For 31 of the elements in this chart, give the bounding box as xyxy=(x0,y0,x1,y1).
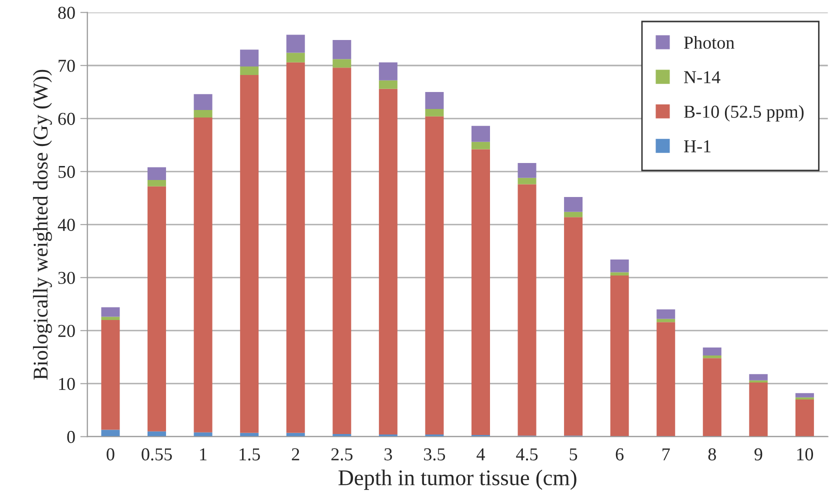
x-tick-label: 8 xyxy=(708,448,716,460)
x-tick-label: 5 xyxy=(570,448,578,460)
x-tick-label: 4 xyxy=(476,448,485,460)
y-tick-label: 60 xyxy=(58,112,75,125)
x-tick-label: 2.5 xyxy=(331,448,352,461)
y-tick-label: 20 xyxy=(58,324,75,338)
x-tick-label: 0 xyxy=(106,448,114,460)
x-tick-label: 2 xyxy=(292,448,300,460)
legend-label: Photon xyxy=(684,36,734,49)
x-tick-label: 7 xyxy=(662,448,670,460)
y-tick-label: 0 xyxy=(67,430,75,444)
legend-label: H-1 xyxy=(684,140,711,152)
x-tick-label: 6 xyxy=(616,448,624,460)
x-tick-label: 1 xyxy=(200,448,206,460)
x-tick-label: 10 xyxy=(797,448,814,460)
legend-label: B-10 (52.5 ppm) xyxy=(684,105,804,122)
y-tick-label: 40 xyxy=(58,218,75,231)
x-tick-label: 4.5 xyxy=(516,448,538,461)
x-tick-label: 3.5 xyxy=(424,448,446,461)
y-tick-label: 70 xyxy=(58,60,75,72)
legend-label: N-14 xyxy=(684,71,720,84)
y-tick-label: 10 xyxy=(59,378,75,390)
y-axis-title: Biologically weighted dose (Gy (W)) xyxy=(32,70,52,380)
x-tick-label: 9 xyxy=(754,448,762,460)
x-axis-title: Depth in tumor tissue (cm) xyxy=(338,470,576,490)
x-tick-label: 0.55 xyxy=(142,448,172,461)
y-tick-label: 30 xyxy=(58,272,75,284)
y-tick-label: 50 xyxy=(58,166,75,178)
x-tick-label: 3 xyxy=(384,448,392,460)
x-tick-label: 1.5 xyxy=(240,448,260,461)
y-tick-label: 80 xyxy=(58,6,75,19)
